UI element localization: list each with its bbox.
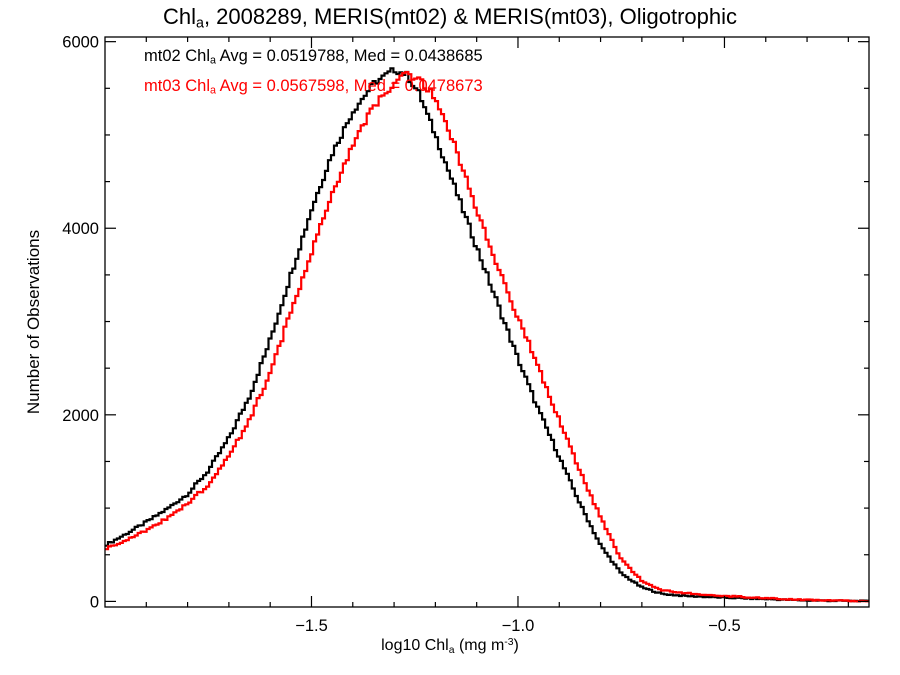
x-axis-label: log10 Chla (mg m-3) <box>381 637 519 656</box>
y-axis-label: Number of Observations <box>24 229 43 415</box>
chart-title: Chla, 2008289, MERIS(mt02) & MERIS(mt03)… <box>162 4 738 32</box>
x-tick-label: −1.0 <box>502 617 535 635</box>
annotation-mt03: mt03 Chla Avg = 0.0567598, Med = 0.04786… <box>144 77 483 97</box>
series-layer <box>105 67 869 603</box>
y-tick-label: 2000 <box>62 407 99 425</box>
x-tick-label: −1.5 <box>295 617 328 635</box>
tick-layer: −1.5 −1.0 −0.5 0 2000 4000 6000 <box>62 34 869 635</box>
y-tick-label: 6000 <box>62 34 99 52</box>
series-mt03 <box>105 71 869 603</box>
series-mt02 <box>105 67 869 603</box>
plot-frame <box>104 36 870 608</box>
y-tick-label: 4000 <box>62 220 99 238</box>
annotation-mt02: mt02 Chla Avg = 0.0519788, Med = 0.04386… <box>144 47 483 67</box>
x-tick-label: −0.5 <box>708 617 741 635</box>
y-tick-label: 0 <box>90 593 99 611</box>
